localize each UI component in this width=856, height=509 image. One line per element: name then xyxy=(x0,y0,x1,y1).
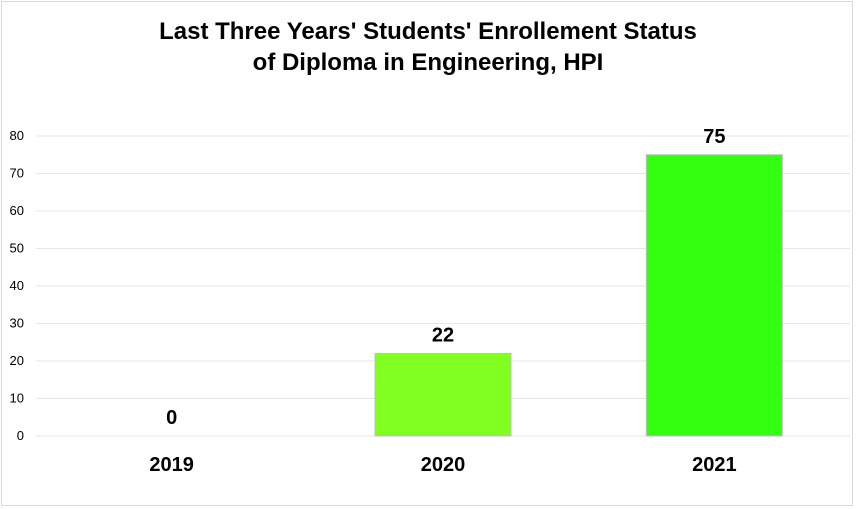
y-tick-label: 50 xyxy=(10,241,24,256)
x-category-label: 2020 xyxy=(421,454,466,476)
x-category-label: 2021 xyxy=(692,454,737,476)
x-axis-categories: 2019 2020 2021 xyxy=(149,454,736,476)
y-tick-label: 30 xyxy=(10,316,24,331)
bars xyxy=(374,154,783,437)
y-tick-label: 20 xyxy=(10,353,24,368)
data-label-2020: 22 xyxy=(432,325,454,347)
y-axis-ticks: 0 10 20 30 40 50 60 70 80 xyxy=(10,128,24,443)
y-tick-label: 80 xyxy=(10,128,24,143)
x-category-label: 2019 xyxy=(149,454,194,476)
data-labels: 0 22 75 xyxy=(166,126,725,429)
bar-2021 xyxy=(645,154,783,437)
data-label-2019: 0 xyxy=(166,407,177,429)
y-tick-label: 10 xyxy=(10,391,24,406)
y-tick-label: 40 xyxy=(10,278,24,293)
chart-title-line-1: Last Three Years' Students' Enrollement … xyxy=(159,18,697,45)
chart-title: Last Three Years' Students' Enrollement … xyxy=(2,16,854,78)
data-label-2021: 75 xyxy=(703,126,725,148)
y-tick-label: 0 xyxy=(17,428,24,443)
y-tick-label: 70 xyxy=(10,166,24,181)
y-tick-label: 60 xyxy=(10,203,24,218)
bar-2020 xyxy=(374,353,512,437)
chart-title-line-2: of Diploma in Engineering, HPI xyxy=(252,49,604,76)
